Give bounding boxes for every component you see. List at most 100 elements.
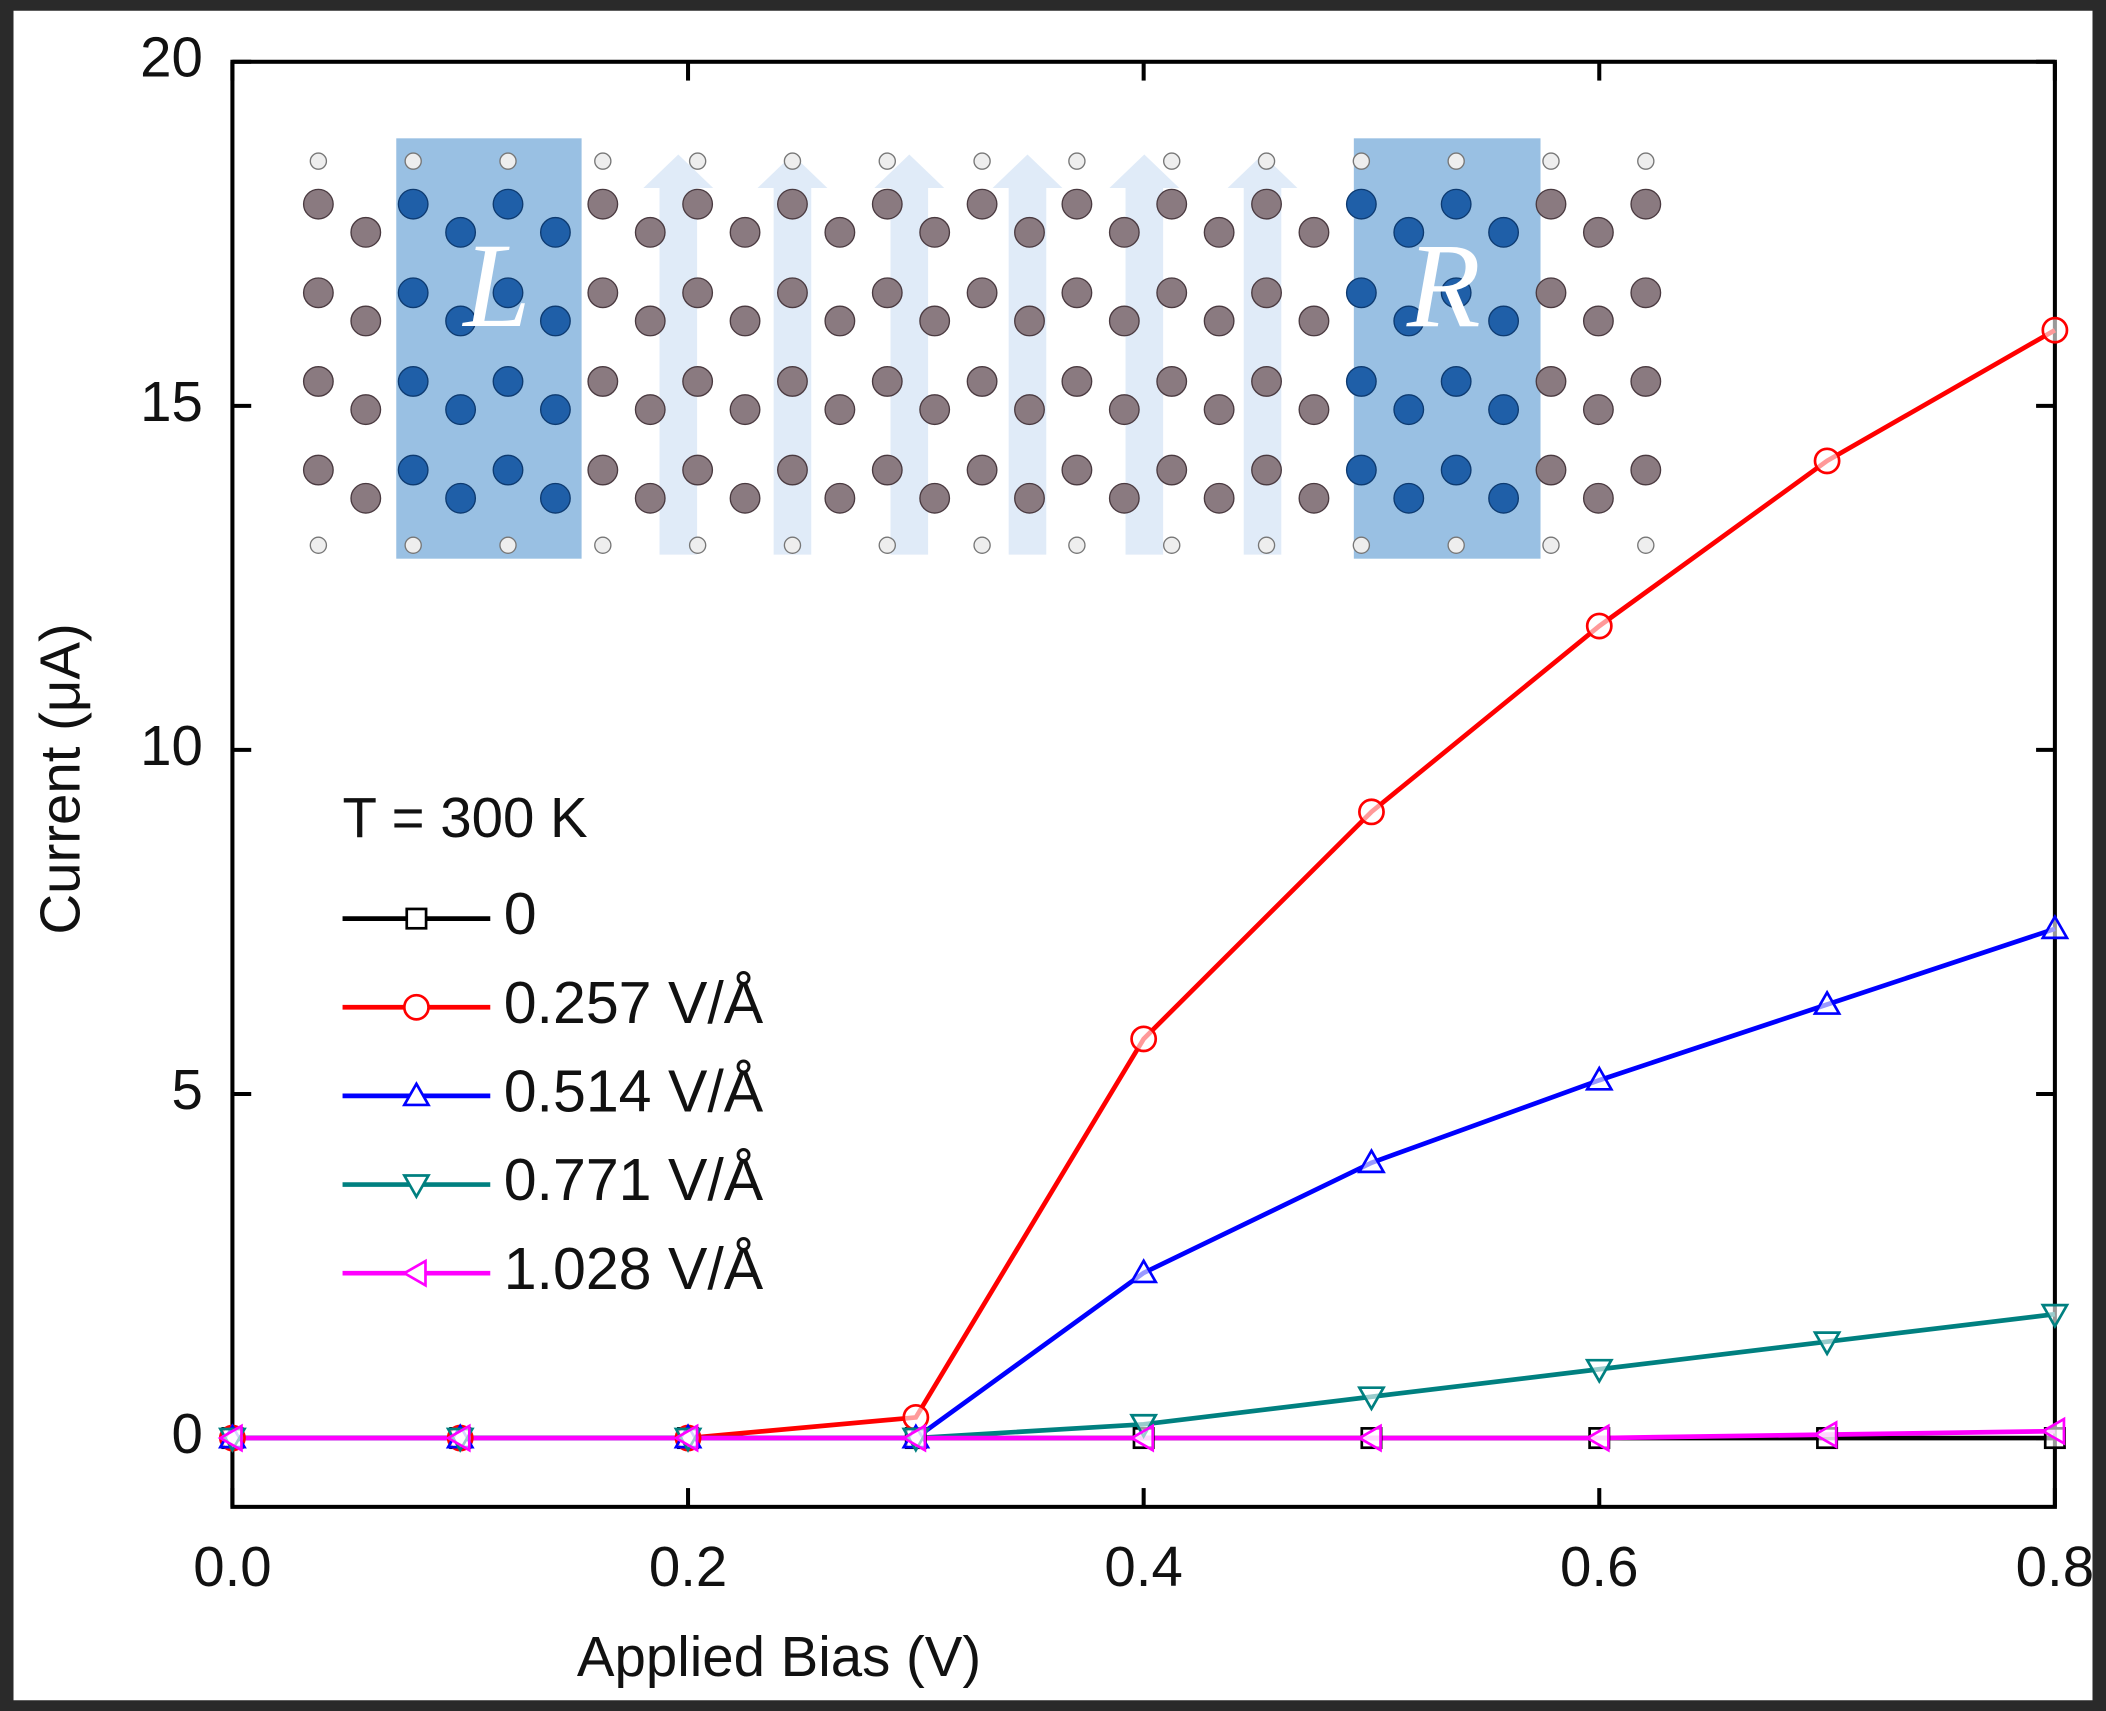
atom bbox=[1440, 454, 1472, 486]
atom bbox=[539, 482, 571, 514]
marker bbox=[2040, 1416, 2066, 1446]
atom bbox=[445, 305, 477, 337]
atom bbox=[1488, 394, 1520, 426]
atom bbox=[1393, 305, 1425, 337]
field-arrow bbox=[992, 154, 1063, 555]
hydrogen bbox=[1542, 536, 1560, 554]
atom bbox=[1488, 482, 1520, 514]
atom bbox=[350, 394, 382, 426]
field-arrow bbox=[1109, 154, 1180, 555]
atom bbox=[777, 277, 808, 309]
x-tick-label: 0.0 bbox=[193, 1535, 271, 1598]
marker bbox=[2040, 914, 2070, 940]
marker bbox=[1812, 989, 1842, 1015]
marker bbox=[402, 993, 430, 1021]
atom bbox=[1582, 394, 1614, 426]
atom bbox=[1440, 365, 1472, 397]
field-arrow bbox=[643, 154, 714, 555]
hydrogen bbox=[309, 536, 328, 554]
field-arrow bbox=[757, 154, 828, 555]
hydrogen bbox=[1068, 152, 1086, 170]
atom bbox=[350, 482, 382, 514]
atom bbox=[824, 394, 856, 426]
hydrogen bbox=[878, 152, 897, 170]
atom bbox=[1488, 216, 1520, 248]
marker bbox=[1358, 798, 1385, 826]
hydrogen bbox=[309, 152, 328, 170]
atom bbox=[777, 454, 808, 486]
atom bbox=[445, 482, 477, 514]
field-arrow bbox=[1227, 154, 1298, 555]
y-tick-label: 15 bbox=[140, 370, 203, 433]
hydrogen bbox=[973, 536, 991, 554]
hydrogen bbox=[404, 152, 422, 170]
atom bbox=[539, 216, 571, 248]
x-tick-label: 0.8 bbox=[2016, 1535, 2094, 1598]
atom bbox=[397, 365, 429, 397]
hydrogen bbox=[1068, 536, 1086, 554]
legend-label: 0.514 V/Å bbox=[504, 1059, 764, 1125]
x-tick-label: 0.6 bbox=[1560, 1535, 1638, 1598]
atom bbox=[919, 305, 951, 337]
atom bbox=[634, 305, 666, 337]
hydrogen bbox=[1257, 536, 1276, 554]
atom bbox=[919, 482, 951, 514]
hydrogen bbox=[1162, 152, 1181, 170]
atom bbox=[919, 394, 951, 426]
atom bbox=[1630, 365, 1662, 397]
marker bbox=[1585, 612, 1613, 640]
marker bbox=[402, 1174, 431, 1200]
marker bbox=[1130, 1025, 1158, 1053]
atom bbox=[1582, 482, 1614, 514]
atom bbox=[824, 216, 856, 248]
atom bbox=[1061, 277, 1093, 309]
atom bbox=[397, 188, 429, 220]
atom bbox=[1251, 454, 1282, 486]
atom bbox=[1156, 454, 1188, 486]
legend-label: 0 bbox=[504, 881, 537, 947]
atom bbox=[350, 305, 382, 337]
marker bbox=[1356, 1423, 1382, 1453]
atom bbox=[1014, 482, 1045, 514]
marker bbox=[405, 907, 428, 930]
hydrogen bbox=[973, 152, 991, 170]
atom bbox=[871, 188, 903, 220]
atom bbox=[1535, 277, 1567, 309]
atom bbox=[492, 365, 524, 397]
atom bbox=[1108, 394, 1140, 426]
atom bbox=[587, 365, 619, 397]
atom bbox=[1203, 305, 1235, 337]
hydrogen bbox=[404, 536, 422, 554]
atom bbox=[302, 365, 334, 397]
atom bbox=[1014, 216, 1045, 248]
atom bbox=[587, 454, 619, 486]
marker bbox=[1584, 1358, 1614, 1385]
atom bbox=[919, 216, 951, 248]
marker bbox=[1584, 1423, 1610, 1453]
atom bbox=[302, 454, 334, 486]
hydrogen bbox=[1162, 536, 1181, 554]
y-tick-label: 0 bbox=[171, 1402, 202, 1465]
marker bbox=[1357, 1148, 1386, 1174]
atom bbox=[1108, 305, 1140, 337]
y-tick-label: 20 bbox=[140, 26, 203, 89]
atom bbox=[492, 188, 524, 220]
atom bbox=[1203, 482, 1235, 514]
marker bbox=[1584, 1065, 1614, 1091]
atom bbox=[1535, 454, 1567, 486]
marker bbox=[901, 1423, 927, 1453]
atom bbox=[1061, 454, 1093, 486]
atom bbox=[1393, 216, 1425, 248]
hydrogen bbox=[688, 152, 707, 170]
atom bbox=[1156, 277, 1188, 309]
atom bbox=[1014, 394, 1045, 426]
atom bbox=[1393, 482, 1425, 514]
atom bbox=[682, 365, 714, 397]
atom bbox=[682, 277, 714, 309]
atom bbox=[824, 482, 856, 514]
atom bbox=[1488, 305, 1520, 337]
atom bbox=[729, 394, 761, 426]
atom bbox=[682, 188, 714, 220]
atom bbox=[966, 454, 998, 486]
